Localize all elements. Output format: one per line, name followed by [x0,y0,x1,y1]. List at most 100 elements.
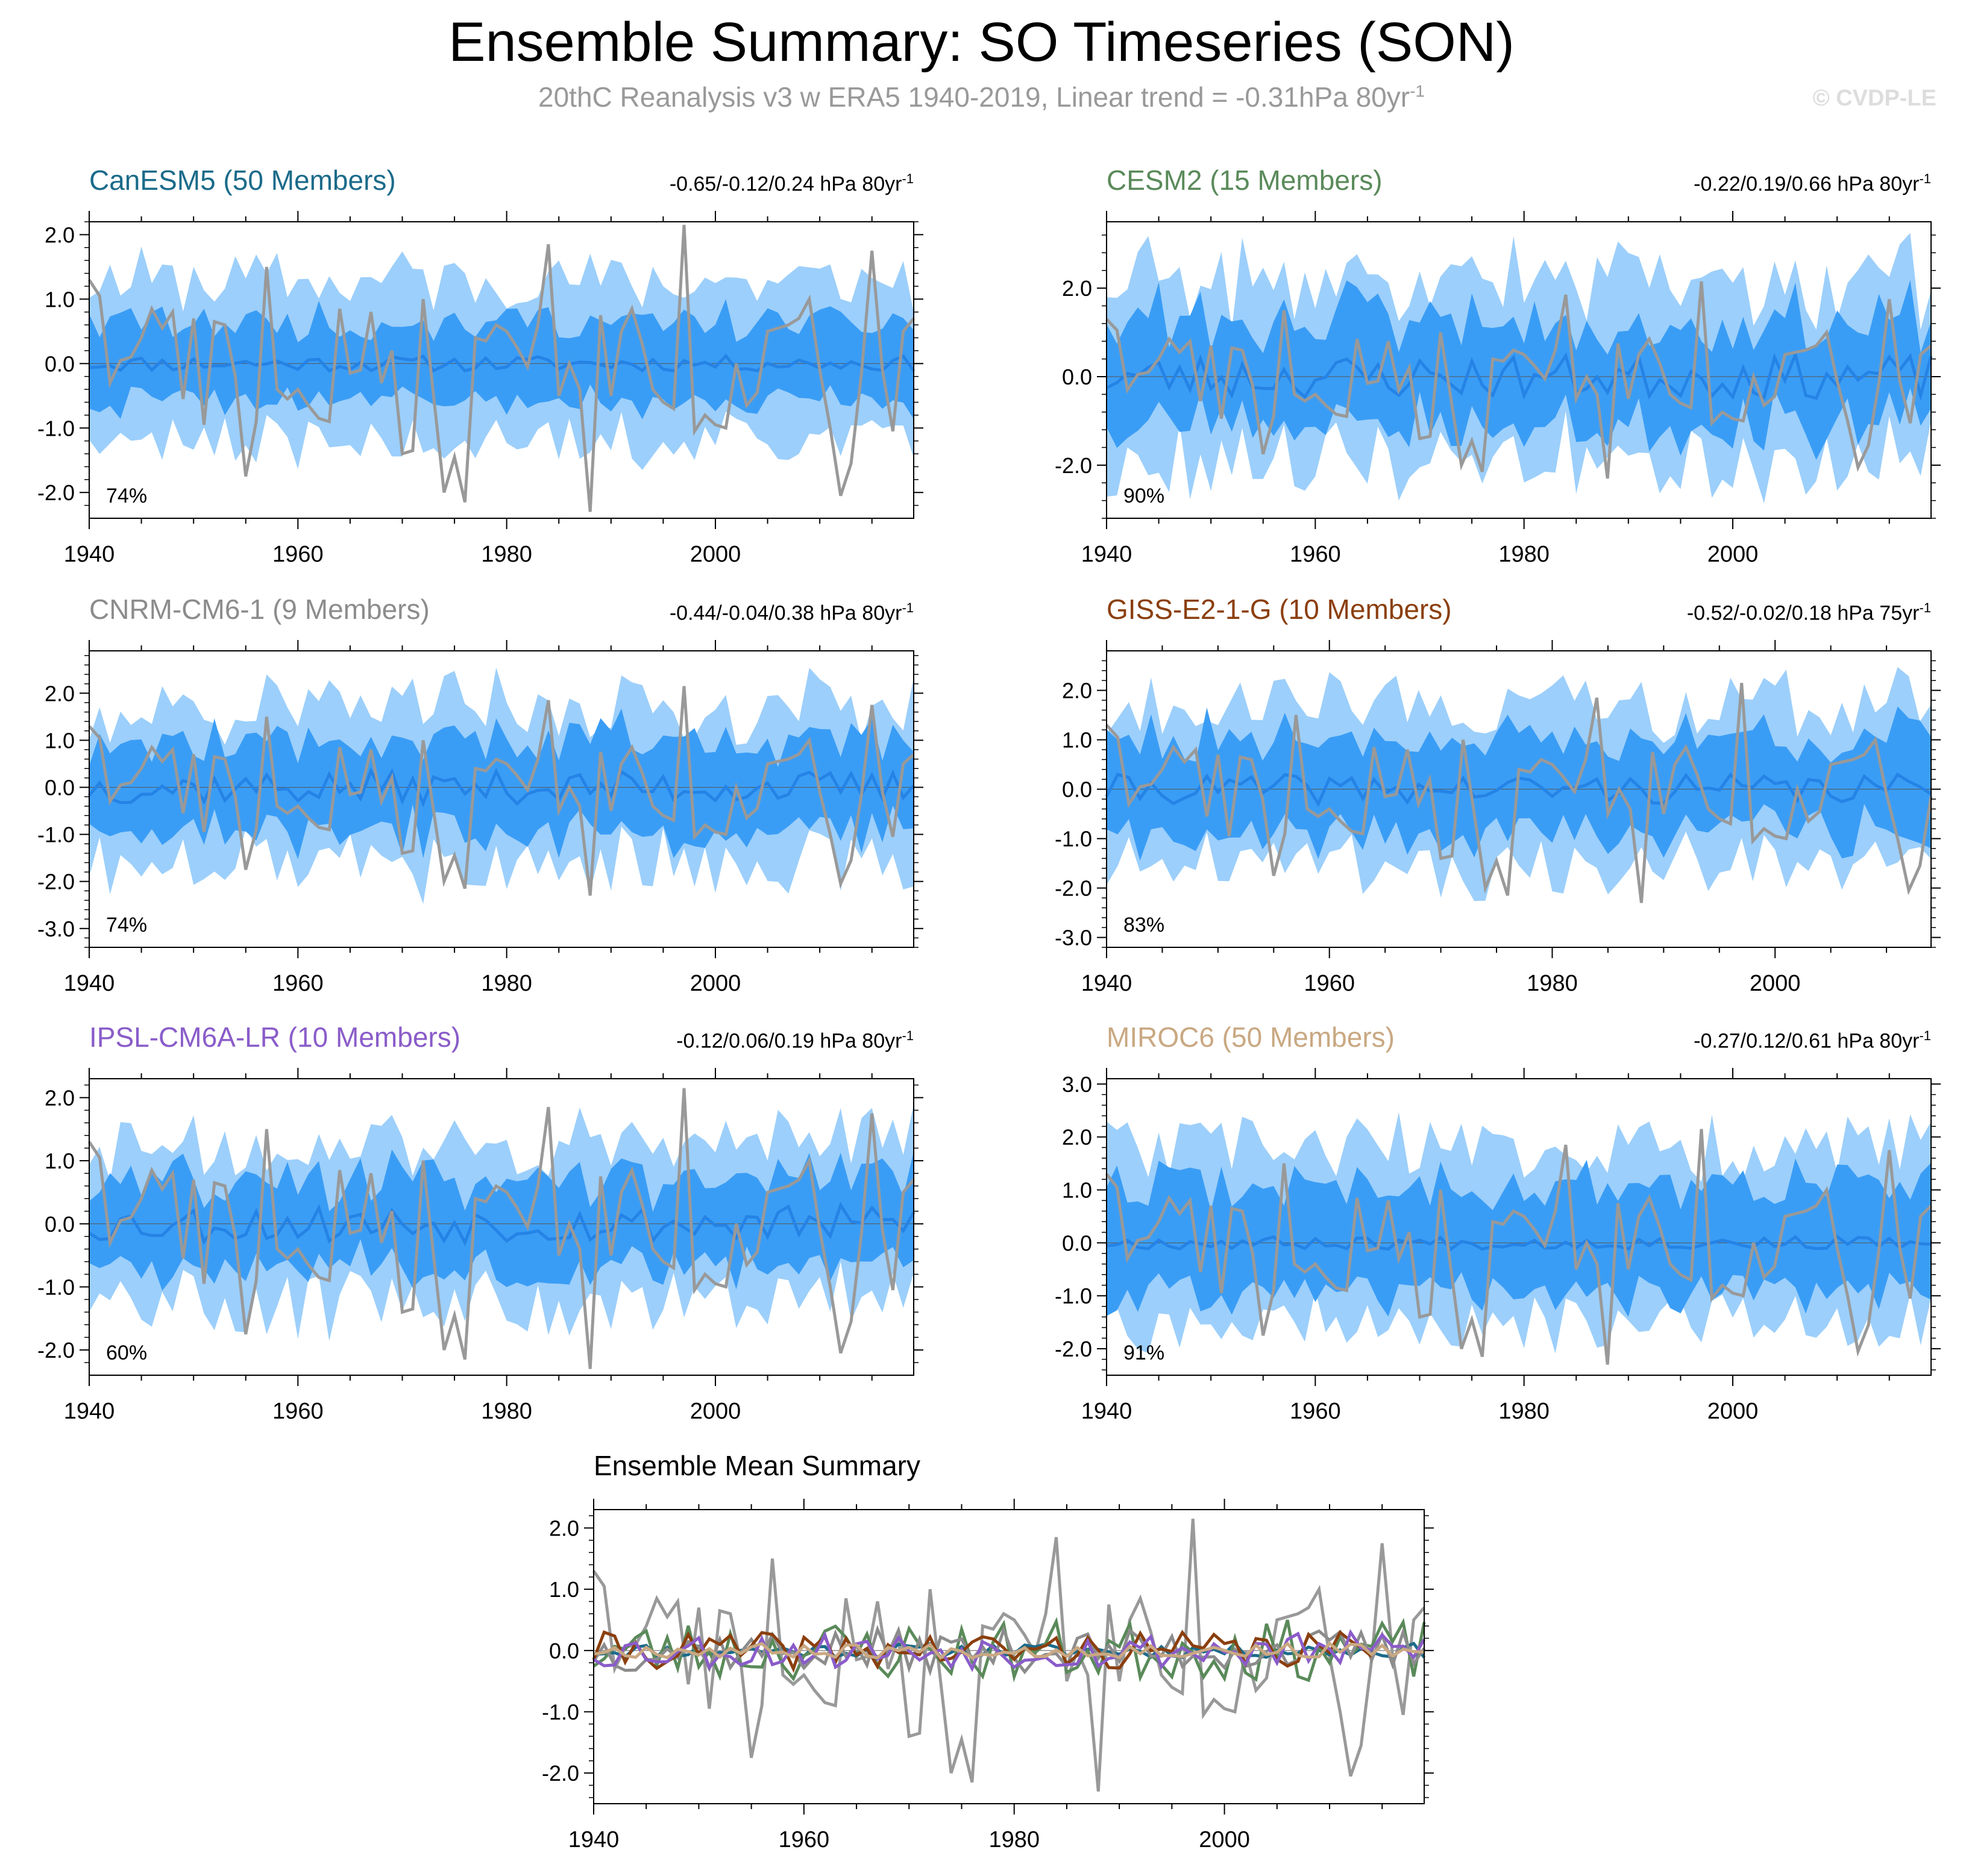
x-tick-label: 1960 [779,1827,830,1852]
subtitle-text: 20thC Reanalysis v3 w ERA5 1940-2019, Li… [538,81,1410,113]
y-tick-label: -3.0 [1055,926,1092,950]
trend-superscript: -1 [902,171,914,186]
y-tick-label: 2.0 [1062,276,1092,301]
panel-title: CESM2 (15 Members) [1107,165,1383,196]
x-tick-label: 1980 [1498,1399,1550,1424]
y-tick-label: -1.0 [1055,1284,1092,1308]
figure-subtitle: 20thC Reanalysis v3 w ERA5 1940-2019, Li… [0,81,1963,113]
percent-label: 91% [1123,1341,1164,1364]
y-tick-label: -2.0 [37,480,75,505]
summary-title: Ensemble Mean Summary [594,1450,920,1481]
percent-label: 83% [1123,914,1164,936]
summary-series-line [592,1519,1425,1792]
y-tick-label: -2.0 [1055,876,1092,901]
y-tick-label: -1.0 [1055,827,1092,852]
panel-title: GISS-E2-1-G (10 Members) [1107,594,1452,625]
y-tick-label: 0.0 [1062,1231,1092,1255]
x-tick-label: 1940 [64,971,115,996]
plot-frame [1106,1078,1932,1376]
ensemble-mean-line [89,353,916,373]
x-tick-label: 1980 [481,1399,532,1424]
y-tick-label: -1.0 [37,416,75,441]
x-tick-label: 1980 [988,1827,1040,1852]
panel-trend: -0.12/0.06/0.19 hPa 80yr-1 [492,1028,914,1053]
x-tick-label: 2000 [1750,971,1801,996]
x-tick-label: 1960 [272,971,324,996]
x-tick-label: 1980 [481,542,532,567]
x-tick-label: 2000 [690,971,741,996]
observed-line [1105,1129,1932,1365]
plot-frame [593,1509,1425,1804]
observed-line [1105,281,1932,479]
y-tick-label: 1.0 [1062,1178,1092,1203]
ensemble-mean-line [88,767,915,808]
x-tick-label: 1940 [568,1827,620,1852]
y-tick-label: 1.0 [45,287,75,312]
x-tick-label: 2000 [1707,542,1759,567]
x-tick-label: 1940 [64,542,115,567]
trend-text: -0.52/-0.02/0.18 hPa 75yr [1686,601,1920,625]
y-tick-label: -2.0 [37,1338,75,1363]
x-tick-label: 2000 [690,542,741,567]
trend-text: -0.27/0.12/0.61 hPa 80yr [1694,1029,1920,1053]
x-tick-label: 1960 [1304,971,1355,996]
panel-title: CanESM5 (50 Members) [89,165,396,196]
observed-line [1105,683,1933,903]
trend-superscript: -1 [1919,1028,1931,1043]
y-tick-label: 0.0 [1062,365,1092,389]
y-tick-label: 2.0 [45,222,75,247]
percent-label: 90% [1123,485,1164,507]
summary-series-line [593,1641,1425,1660]
panel-trend: -0.65/-0.12/0.24 hPa 80yr-1 [492,171,914,196]
trend-superscript: -1 [1919,171,1931,186]
x-tick-label: 1940 [64,1399,115,1424]
y-tick-label: 1.0 [549,1577,579,1602]
panel-trend: -0.52/-0.02/0.18 hPa 75yr-1 [1509,600,1931,625]
y-tick-label: -2.0 [542,1761,579,1786]
x-tick-label: 1960 [272,1399,324,1424]
ensemble-mean-line [88,1202,916,1246]
credit-watermark: © CVDP-LE [1812,86,1936,111]
trend-text: -0.22/0.19/0.66 hPa 80yr [1694,172,1920,196]
x-tick-label: 1980 [1498,542,1550,567]
ensemble-mean-line [1105,350,1933,401]
percent-label: 74% [106,914,147,936]
plot-frame [89,221,914,519]
x-tick-label: 2000 [1199,1827,1250,1852]
summary-series-line [592,1625,1426,1677]
panel-trend: -0.27/0.12/0.61 hPa 80yr-1 [1509,1028,1931,1053]
y-tick-label: 1.0 [45,1149,75,1173]
y-tick-label: -2.0 [1055,1337,1092,1361]
x-tick-label: 1980 [1527,971,1578,996]
inner-spread-band [89,1149,914,1291]
y-tick-label: 2.0 [1062,1125,1092,1150]
panel-title: CNRM-CM6-1 (9 Members) [89,594,430,625]
trend-text: -0.44/-0.04/0.38 hPa 80yr [669,601,902,625]
inner-spread-band [89,299,914,419]
x-tick-label: 1960 [1290,542,1341,567]
y-tick-label: -1.0 [37,823,75,847]
observed-line [88,686,915,896]
y-tick-label: -2.0 [37,870,75,894]
y-tick-label: 0.0 [45,1212,75,1237]
panel-trend: -0.44/-0.04/0.38 hPa 80yr-1 [492,600,914,625]
x-tick-label: 1940 [1081,542,1132,567]
panel-title: MIROC6 (50 Members) [1107,1021,1395,1053]
y-tick-label: -3.0 [37,917,75,941]
x-tick-label: 1960 [272,542,324,567]
x-tick-label: 1940 [1081,1399,1132,1424]
y-tick-label: -2.0 [1055,453,1092,478]
x-tick-label: 2000 [690,1399,741,1424]
y-tick-label: 2.0 [45,681,75,706]
y-tick-label: 1.0 [45,728,75,753]
x-tick-label: 2000 [1707,1399,1759,1424]
x-tick-label: 1940 [1081,971,1132,996]
plot-frame [89,1078,914,1376]
